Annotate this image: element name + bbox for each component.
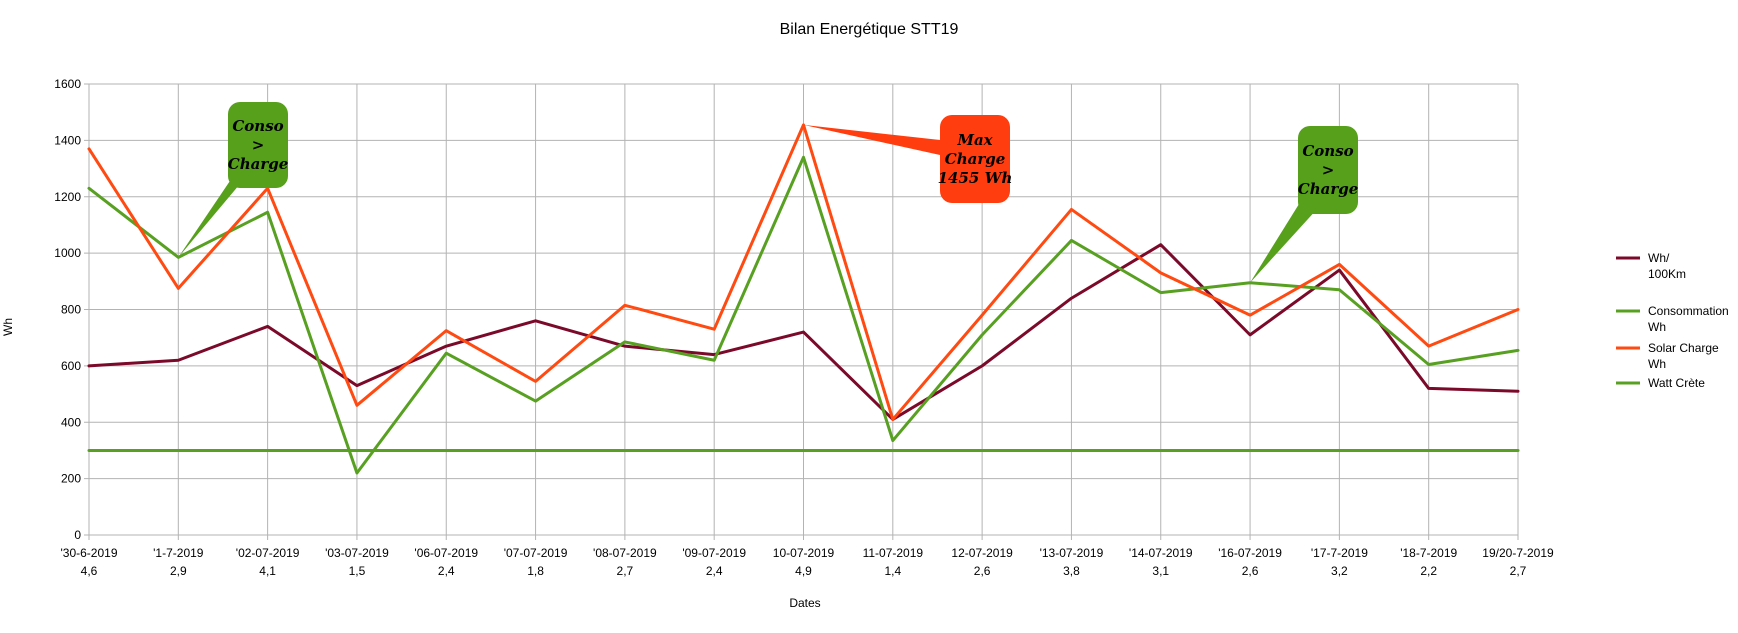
y-tick-label: 1200 bbox=[54, 190, 81, 204]
y-tick-label: 0 bbox=[74, 528, 81, 542]
x-tick-sublabel: 4,6 bbox=[81, 564, 98, 578]
x-tick-label: '09-07-2019 bbox=[682, 546, 746, 560]
x-tick-label: 12-07-2019 bbox=[951, 546, 1013, 560]
callout-text: Charge bbox=[945, 150, 1006, 168]
callout-text: > bbox=[1322, 161, 1335, 179]
y-tick-label: 1600 bbox=[54, 77, 81, 91]
legend-label: Wh/ bbox=[1648, 251, 1670, 265]
callout-text: Conso bbox=[232, 117, 283, 135]
x-tick-label: '1-7-2019 bbox=[153, 546, 204, 560]
x-tick-label: '17-7-2019 bbox=[1311, 546, 1368, 560]
x-tick-label: 19/20-7-2019 bbox=[1482, 546, 1554, 560]
y-tick-label: 200 bbox=[61, 472, 81, 486]
callout-text: Max bbox=[956, 131, 993, 149]
callout: Conso>Charge bbox=[178, 102, 289, 258]
x-tick-sublabel: 2,7 bbox=[1510, 564, 1527, 578]
legend-label: Consommation bbox=[1648, 304, 1729, 318]
x-tick-sublabel: 3,2 bbox=[1331, 564, 1348, 578]
chart-title: Bilan Energétique STT19 bbox=[780, 21, 959, 38]
x-tick-sublabel: 3,1 bbox=[1152, 564, 1169, 578]
y-tick-labels: 0 200 400 600 800 1000 1200 1400 1600 bbox=[54, 77, 81, 542]
x-tick-sublabel: 1,8 bbox=[527, 564, 544, 578]
legend-label: Wh bbox=[1648, 357, 1666, 371]
x-tick-sublabel: 3,8 bbox=[1063, 564, 1080, 578]
x-tick-sublabel: 2,4 bbox=[706, 564, 723, 578]
callout-text: Charge bbox=[1298, 180, 1359, 198]
callout-text: > bbox=[252, 136, 265, 154]
x-tick-label: '02-07-2019 bbox=[236, 546, 300, 560]
x-tick-label: '14-07-2019 bbox=[1129, 546, 1193, 560]
x-tick-label: '03-07-2019 bbox=[325, 546, 389, 560]
x-tick-sublabel: 2,9 bbox=[170, 564, 187, 578]
callout-text: Charge bbox=[228, 155, 289, 173]
legend-label: Wh bbox=[1648, 320, 1666, 334]
x-tick-sublabel: 2,6 bbox=[974, 564, 991, 578]
x-tick-label: 10-07-2019 bbox=[773, 546, 835, 560]
series-line-2 bbox=[87, 155, 1520, 475]
x-tick-sublabel: 4,9 bbox=[795, 564, 812, 578]
legend-label: Solar Charge bbox=[1648, 341, 1719, 355]
x-tick-label: '16-07-2019 bbox=[1218, 546, 1282, 560]
x-tick-sublabel: 1,5 bbox=[349, 564, 366, 578]
callout-pointer bbox=[178, 172, 250, 258]
callout-text: 1455 Wh bbox=[938, 169, 1013, 187]
callout-box bbox=[940, 115, 1010, 203]
y-tick-label: 1400 bbox=[54, 133, 81, 147]
callout-text: Conso bbox=[1302, 142, 1353, 160]
x-tick-sublabel: 4,1 bbox=[259, 564, 276, 578]
legend: Wh/100Km Consommation Wh Solar Charge Wh Watt… bbox=[1616, 251, 1729, 390]
x-tick-sublabel: 2,4 bbox=[438, 564, 455, 578]
x-tick-label: '30-6-2019 bbox=[61, 546, 118, 560]
x-tick-sublabel: 1,4 bbox=[884, 564, 901, 578]
y-axis-label: Wh bbox=[1, 318, 15, 336]
y-tick-label: 1000 bbox=[54, 246, 81, 260]
x-tick-sublabel: 2,7 bbox=[617, 564, 634, 578]
y-tick-label: 800 bbox=[61, 303, 81, 317]
x-tick-label: 11-07-2019 bbox=[863, 546, 924, 560]
x-tick-label: '06-07-2019 bbox=[414, 546, 478, 560]
x-tick-label: '08-07-2019 bbox=[593, 546, 657, 560]
callout: Conso>Charge bbox=[1250, 126, 1358, 283]
callout-box bbox=[1298, 126, 1358, 214]
callout-pointer bbox=[1250, 196, 1318, 283]
x-tick-label: '18-7-2019 bbox=[1400, 546, 1457, 560]
callout-box bbox=[228, 102, 288, 188]
y-tick-label: 600 bbox=[61, 359, 81, 373]
axes bbox=[84, 83, 1519, 540]
y-tick-label: 400 bbox=[61, 415, 81, 429]
x-tick-label: '07-07-2019 bbox=[504, 546, 568, 560]
x-tick-sublabel: 2,2 bbox=[1420, 564, 1437, 578]
series-line-1 bbox=[87, 243, 1520, 421]
x-tick-sublabel: 2,6 bbox=[1242, 564, 1259, 578]
legend-label: 100Km bbox=[1648, 267, 1686, 281]
legend-label: Watt Crète bbox=[1648, 376, 1705, 390]
x-tick-labels: '30-6-2019 4,6 '1-7-2019 2,9 '02-07-2019 4,1 '… bbox=[61, 546, 1555, 578]
x-axis-label: Dates bbox=[789, 596, 820, 610]
x-tick-label: '13-07-2019 bbox=[1040, 546, 1104, 560]
callout-pointer bbox=[803, 124, 940, 155]
